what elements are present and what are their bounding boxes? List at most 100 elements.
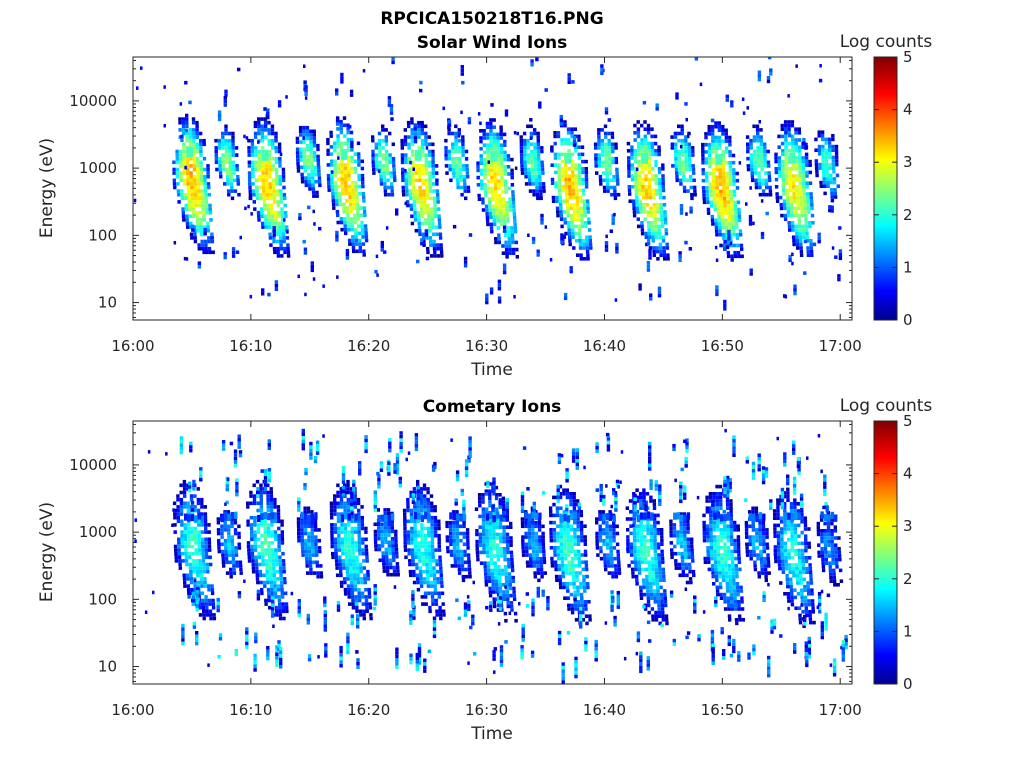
spectrogram-cell	[684, 102, 688, 106]
spectrogram-cell	[296, 169, 301, 173]
spectrogram-cell	[486, 150, 490, 155]
spectrogram-cell	[389, 572, 394, 577]
spectrogram-cell	[175, 160, 179, 165]
spectrogram-cell	[315, 564, 320, 568]
spectrogram-cell	[461, 153, 465, 157]
spectrogram-cell	[347, 591, 351, 596]
spectrogram-cell	[495, 208, 499, 212]
spectrogram-cell	[316, 154, 320, 159]
spectrogram-cell	[304, 179, 308, 184]
spectrogram-cell	[734, 214, 738, 219]
spectrogram-cell	[757, 171, 761, 175]
spectrogram-cell	[670, 146, 674, 150]
spectrogram-cell	[208, 210, 213, 215]
spectrogram-cell	[280, 584, 284, 588]
spectrogram-cell	[183, 501, 187, 506]
spectrogram-cell	[179, 171, 183, 175]
spectrogram-cell	[551, 195, 556, 200]
spectrogram-cell	[369, 613, 373, 617]
spectrogram-cell	[204, 541, 208, 545]
spectrogram-cell	[323, 610, 327, 614]
spectrogram-cell	[428, 225, 432, 229]
spectrogram-cell	[486, 136, 490, 140]
spectrogram-cell	[479, 157, 483, 162]
spectrogram-cell	[775, 199, 780, 203]
spectrogram-cell	[717, 128, 722, 133]
spectrogram-cell	[188, 555, 192, 560]
spectrogram-cell	[787, 123, 791, 128]
spectrogram-cell	[411, 189, 416, 193]
spectrogram-cell	[710, 218, 715, 223]
spectrogram-cell	[494, 201, 499, 205]
spectrogram-cell	[413, 136, 418, 140]
spectrogram-cell	[355, 195, 359, 200]
spectrogram-cell	[342, 577, 347, 581]
spectrogram-cell	[267, 591, 271, 596]
spectrogram-cell	[354, 188, 359, 192]
spectrogram-cell	[373, 540, 378, 545]
spectrogram-cell	[349, 487, 354, 491]
spectrogram-cell	[351, 559, 356, 563]
spectrogram-cell	[435, 189, 440, 193]
spectrogram-cell	[250, 149, 255, 154]
spectrogram-cell	[206, 167, 210, 172]
spectrogram-cell	[195, 600, 199, 605]
spectrogram-cell	[196, 487, 200, 491]
spectrogram-cell	[230, 512, 235, 520]
spectrogram-cell	[300, 517, 304, 521]
spectrogram-cell	[202, 569, 207, 574]
spectrogram-cell	[531, 174, 535, 179]
spectrogram-cell	[573, 210, 577, 214]
spectrogram-cell	[695, 53, 698, 57]
spectrogram-cell	[336, 163, 341, 167]
spectrogram-cell	[371, 149, 375, 154]
spectrogram-cell	[371, 153, 375, 157]
spectrogram-cell	[267, 544, 271, 549]
spectrogram-cell	[374, 146, 378, 150]
spectrogram-cell	[185, 160, 190, 165]
spectrogram-cell	[774, 156, 778, 160]
spectrogram-cell	[801, 228, 805, 232]
spectrogram-cell	[723, 240, 727, 244]
spectrogram-cell	[260, 544, 264, 549]
spectrogram-cell	[805, 181, 809, 185]
spectrogram-cell	[315, 440, 320, 445]
spectrogram-cell	[206, 228, 210, 233]
spectrogram-cell	[345, 199, 349, 203]
spectrogram-cell	[204, 595, 208, 599]
spectrogram-cell	[707, 132, 711, 136]
spectrogram-cell	[407, 551, 411, 556]
spectrogram-cell	[195, 131, 199, 136]
spectrogram-cell	[407, 548, 411, 552]
spectrogram-cell	[253, 548, 258, 552]
spectrogram-cell	[644, 185, 648, 189]
spectrogram-cell	[794, 149, 798, 153]
spectrogram-cell	[190, 501, 195, 505]
spectrogram-cell	[499, 132, 503, 137]
spectrogram-cell	[636, 217, 640, 221]
spectrogram-cell	[579, 199, 583, 203]
spectrogram-cell	[181, 214, 186, 219]
spectrogram-cell	[267, 214, 271, 219]
spectrogram-cell	[413, 537, 418, 542]
spectrogram-cell	[185, 120, 189, 125]
spectrogram-cell	[650, 149, 655, 153]
spectrogram-cell	[347, 184, 351, 189]
spectrogram-cell	[799, 246, 803, 250]
spectrogram-cell	[356, 573, 360, 578]
spectrogram-cell	[643, 138, 648, 142]
spectrogram-cell	[378, 167, 383, 172]
spectrogram-cell	[176, 494, 180, 498]
spectrogram-cell	[449, 178, 453, 183]
spectrogram-cell	[249, 526, 254, 531]
spectrogram-cell	[498, 201, 502, 205]
spectrogram-cell	[304, 513, 308, 521]
spectrogram-cell	[267, 292, 271, 297]
spectrogram-cell	[488, 204, 492, 209]
spectrogram-cell	[326, 177, 331, 182]
spectrogram-cell	[400, 146, 404, 150]
spectrogram-cell	[223, 96, 227, 100]
spectrogram-cell	[788, 167, 792, 171]
colorbar-tick-label: 1	[903, 258, 913, 276]
spectrogram-cell	[718, 225, 722, 230]
